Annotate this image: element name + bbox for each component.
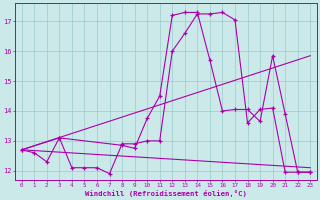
X-axis label: Windchill (Refroidissement éolien,°C): Windchill (Refroidissement éolien,°C) [85, 190, 247, 197]
